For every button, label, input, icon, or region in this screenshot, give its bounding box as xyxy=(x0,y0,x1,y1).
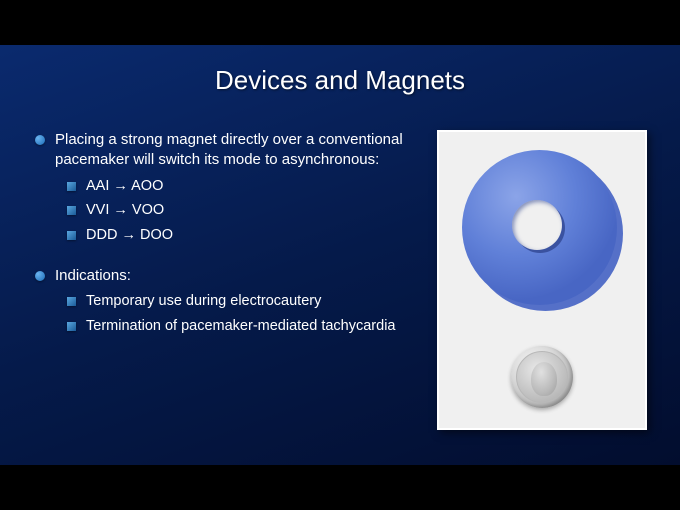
circle-bullet-icon xyxy=(35,135,45,145)
presentation-slide: Devices and Magnets Placing a strong mag… xyxy=(0,45,680,465)
bullet-content: Placing a strong magnet directly over a … xyxy=(35,130,415,342)
bullet-text: Indications: xyxy=(55,266,131,286)
bullet-text: VVI → VOO xyxy=(86,201,164,221)
bullet-sub: VVI → VOO xyxy=(67,201,415,221)
bullet-sub: Temporary use during electrocautery xyxy=(67,292,415,312)
illustration-panel xyxy=(437,130,647,430)
bullet-text: Placing a strong magnet directly over a … xyxy=(55,130,415,171)
square-bullet-icon xyxy=(67,297,76,306)
bullet-sub: DDD → DOO xyxy=(67,226,415,246)
bullet-sub: Termination of pacemaker-mediated tachyc… xyxy=(67,317,415,337)
spacer xyxy=(35,250,415,266)
bullet-text: Temporary use during electrocautery xyxy=(86,292,321,312)
coin-portrait xyxy=(531,362,557,396)
coin-face xyxy=(516,351,568,403)
square-bullet-icon xyxy=(67,206,76,215)
slide-title: Devices and Magnets xyxy=(0,45,680,96)
square-bullet-icon xyxy=(67,182,76,191)
bullet-main: Placing a strong magnet directly over a … xyxy=(35,130,415,171)
bullet-text: Termination of pacemaker-mediated tachyc… xyxy=(86,317,395,337)
ring-hole xyxy=(512,200,562,250)
ring-magnet-icon xyxy=(462,150,622,310)
bullet-main: Indications: xyxy=(35,266,415,286)
bullet-sub: AAI → AOO xyxy=(67,177,415,197)
quarter-coin-icon xyxy=(511,346,573,408)
bullet-text: AAI → AOO xyxy=(86,177,163,197)
circle-bullet-icon xyxy=(35,271,45,281)
bullet-text: DDD → DOO xyxy=(86,226,173,246)
square-bullet-icon xyxy=(67,322,76,331)
square-bullet-icon xyxy=(67,231,76,240)
